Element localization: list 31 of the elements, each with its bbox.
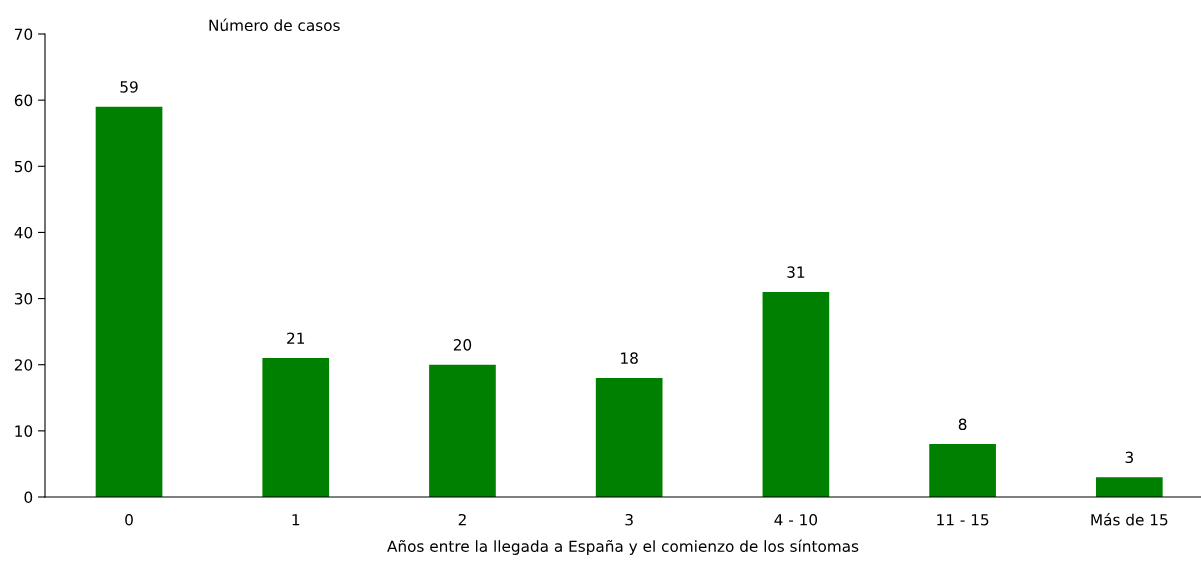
y-tick-label: 70 [15,28,33,41]
data-label: 3 [1125,451,1133,464]
bar [95,106,163,497]
bar [762,291,830,497]
x-tick-label: 2 [458,513,466,526]
y-axis-title: Número de casos [209,18,340,32]
data-label: 21 [287,332,305,344]
x-tick-label: 3 [625,513,633,526]
x-tick-label: 11 - 15 [937,514,989,526]
bar [595,377,663,497]
x-tick-label: 0 [125,513,133,526]
bar [929,444,996,497]
data-label: 18 [621,352,638,364]
y-tick-label: 10 [15,425,33,437]
y-tick-label: 40 [14,226,33,239]
x-axis-title: Años entre la llegada a España y el comienzo de los síntomas [387,539,859,555]
data-label: 8 [958,418,967,431]
x-tick-label: 4 - 10 [774,513,818,526]
data-label: 59 [120,81,138,93]
x-tick-label: Más de 15 [1091,513,1168,526]
y-tick-label: 30 [14,293,33,305]
y-tick-label: 60 [14,94,33,107]
bar [429,364,496,497]
bar [1095,477,1163,497]
y-tick-label: 50 [14,160,33,173]
data-label: 31 [787,266,805,278]
x-tick-label: 1 [292,514,300,526]
y-tick-label: 20 [14,359,33,371]
data-label: 20 [453,339,472,351]
bar [262,358,330,497]
y-tick-label: 0 [24,491,33,504]
